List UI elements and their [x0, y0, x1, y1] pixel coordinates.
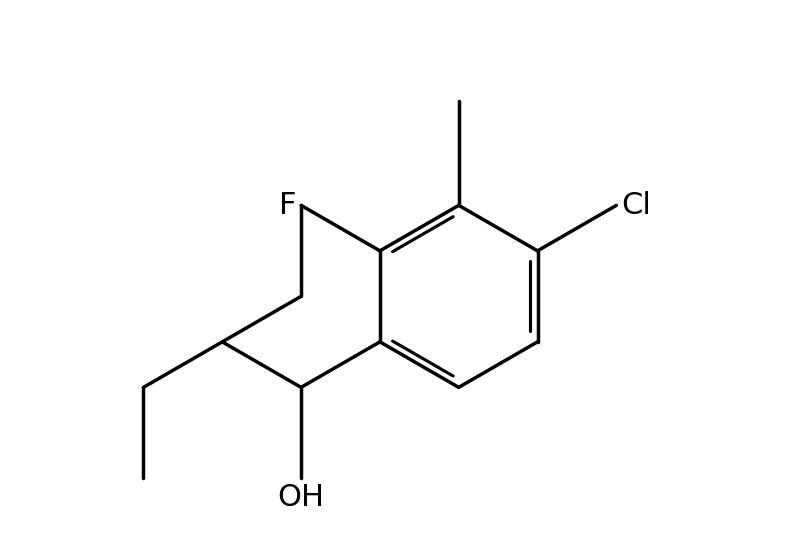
- Text: F: F: [279, 191, 296, 220]
- Text: Cl: Cl: [621, 191, 651, 220]
- Text: OH: OH: [278, 483, 325, 512]
